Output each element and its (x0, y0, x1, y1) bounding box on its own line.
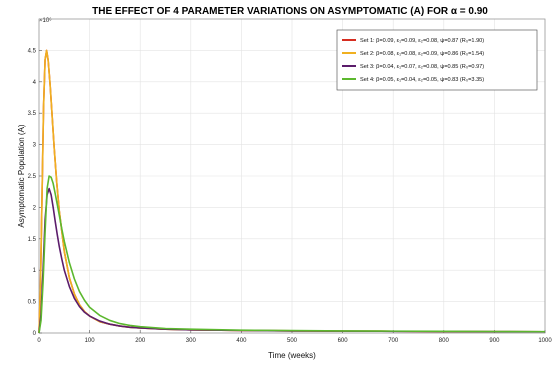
y-tick-label: 4.5 (28, 48, 37, 54)
x-tick-label: 0 (37, 338, 41, 344)
y-tick-label: 0 (33, 331, 37, 337)
legend-box (336, 29, 538, 91)
y-tick-label: 2.5 (28, 174, 37, 180)
y-exponent-label: ×10⁶ (39, 17, 52, 24)
y-axis-label: Asymptomatic Population (A) (17, 124, 26, 227)
series-line-4 (38, 175, 546, 334)
chart-title: THE EFFECT OF 4 PARAMETER VARIATIONS ON … (92, 6, 488, 17)
legend-label-2: Set 2: β=0.08, ε₁=0.08, ε₂=0.09, ψ=0.86 … (360, 51, 484, 57)
x-tick-label: 700 (388, 338, 399, 344)
y-tick-label: 1 (33, 268, 37, 274)
y-tick-label: 2 (33, 205, 37, 211)
x-tick-label: 100 (85, 338, 96, 344)
x-tick-label: 500 (287, 338, 298, 344)
x-tick-label: 800 (439, 338, 450, 344)
x-tick-label: 400 (236, 338, 247, 344)
y-axis: 0 0.5 1 1.5 2 2.5 3 3.5 4 4.5 (28, 48, 42, 337)
x-tick-label: 1000 (538, 338, 552, 344)
x-axis: 0 100 200 300 400 500 600 700 800 900 1000 (37, 330, 552, 344)
legend-label-4: Set 4: β=0.05, ε₁=0.04, ε₂=0.05, ψ=0.83 … (360, 77, 484, 83)
legend-label-3: Set 3: β=0.04, ε₁=0.07, ε₂=0.08, ψ=0.85 … (360, 64, 484, 70)
x-axis-label: Time (weeks) (268, 351, 316, 360)
y-tick-label: 0.5 (28, 300, 37, 306)
y-tick-label: 3.5 (28, 111, 37, 117)
legend-label-1: Set 1: β=0.09, ε₁=0.09, ε₂=0.08, ψ=0.87 … (360, 38, 484, 44)
y-tick-label: 4 (33, 80, 37, 86)
x-tick-label: 900 (489, 338, 500, 344)
legend: Set 1: β=0.09, ε₁=0.09, ε₂=0.08, ψ=0.87 … (336, 29, 538, 91)
x-tick-label: 200 (135, 338, 146, 344)
y-tick-label: 1.5 (28, 237, 37, 243)
x-tick-label: 600 (338, 338, 349, 344)
y-tick-label: 3 (33, 143, 37, 149)
x-tick-label: 300 (186, 338, 197, 344)
series-lines (38, 49, 546, 334)
